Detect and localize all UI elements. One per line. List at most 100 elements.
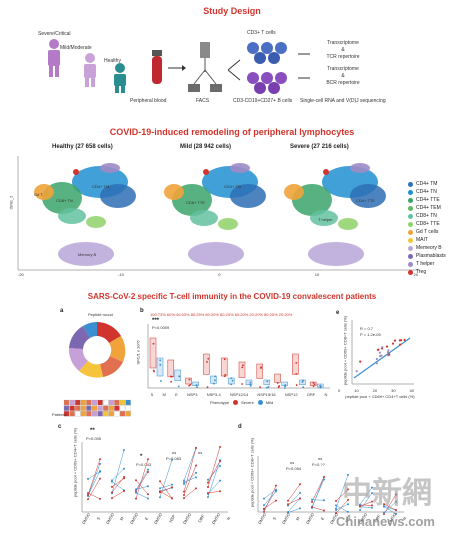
- paired-point: [263, 497, 265, 500]
- paired-point: [299, 491, 301, 494]
- paired-point: [347, 503, 349, 506]
- scatter-point: [375, 357, 378, 361]
- cluster-label-gdt: Gd T: [34, 192, 43, 197]
- paired-point: [395, 493, 397, 496]
- mild-point: [249, 384, 252, 387]
- mild-point: [302, 379, 304, 382]
- severe-point: [188, 378, 191, 381]
- umap-severe-panel: [284, 163, 386, 266]
- heatmap-cell: [125, 411, 131, 417]
- mild-point: [249, 383, 252, 386]
- heatmap-cell: [108, 405, 114, 411]
- paired-point: [111, 480, 113, 483]
- paired-point: [111, 479, 113, 482]
- cluster-label-cd8tn: CD8+ TN: [56, 198, 73, 203]
- paired-point: [383, 503, 385, 506]
- heatmap-cell: [114, 399, 120, 406]
- paired-point: [383, 511, 385, 514]
- paired-xcat: E: [319, 516, 325, 521]
- heatmap-cell: [119, 405, 126, 411]
- paired-point: [347, 498, 349, 501]
- paired-line: [159, 484, 173, 489]
- paired-line: [207, 446, 221, 488]
- paired-point: [275, 488, 277, 491]
- severe-point: [276, 382, 279, 384]
- paired-point: [347, 510, 349, 513]
- paired-point: [159, 491, 161, 494]
- paired-point: [183, 481, 185, 484]
- panel-d-ylabel: peptide pool + CD69+ CD8+T cells (%): [249, 437, 255, 508]
- paired-line: [135, 471, 149, 492]
- mild-point: [266, 380, 269, 383]
- paired-point: [207, 491, 209, 494]
- bcr-output: Transcriptome & BCR repertoire: [326, 66, 360, 86]
- paired-point: [219, 479, 221, 482]
- paired-point: [147, 497, 149, 500]
- paired-line: [87, 492, 101, 500]
- severe-point: [189, 383, 192, 386]
- paired-point: [299, 483, 301, 486]
- paired-point: [275, 484, 277, 487]
- paired-point: [263, 507, 265, 510]
- paired-line: [207, 460, 221, 498]
- mild-point: [301, 381, 304, 383]
- umap-legend-item: CD4+ TM: [408, 180, 446, 188]
- paired-line: [183, 447, 197, 492]
- scatter-point: [378, 351, 381, 354]
- scatter-point: [398, 339, 401, 342]
- severe-point: [312, 381, 315, 384]
- paired-point: [195, 464, 197, 467]
- paired-point: [323, 478, 325, 481]
- paired-point: [207, 481, 209, 484]
- paired-point: [311, 505, 313, 508]
- paired-point: [371, 506, 373, 509]
- paired-point: [287, 511, 289, 514]
- paired-point: [335, 504, 337, 507]
- panel-e-p: P = 1.2e-05: [360, 332, 381, 337]
- paired-xcat: S: [271, 516, 277, 521]
- paired-point: [123, 476, 125, 479]
- paired-point: [347, 488, 349, 491]
- mild-point: [159, 363, 162, 366]
- panel-b-xcat: NSP15/16: [257, 392, 276, 397]
- umap-legend-item: CD4+ TN: [408, 188, 446, 196]
- paired-line: [311, 506, 325, 511]
- paired-line: [159, 491, 173, 499]
- paired-point: [183, 493, 185, 496]
- blood-tube-icon: [152, 50, 162, 84]
- paired-line: [87, 470, 101, 496]
- t-cells-label: CD3+ T cells: [247, 30, 276, 36]
- paired-point: [219, 490, 221, 493]
- severe-box: [220, 357, 228, 377]
- mild-point: [302, 386, 305, 389]
- paired-point: [207, 478, 209, 481]
- paired-line: [311, 476, 325, 503]
- panel-c-stat1: **: [90, 428, 95, 434]
- paired-point: [395, 512, 397, 515]
- severe-point: [223, 358, 226, 361]
- paired-point: [335, 499, 337, 502]
- heatmap-cell: [119, 411, 126, 417]
- paired-line: [359, 506, 373, 508]
- legend-label: CD4+ TN: [416, 189, 437, 195]
- paired-point: [311, 500, 313, 503]
- paired-point: [359, 503, 361, 506]
- mild-point: [196, 386, 198, 389]
- scatter-point: [393, 339, 397, 342]
- severe-box: [292, 353, 299, 375]
- cluster-label-memoryb: Memory B: [78, 252, 97, 257]
- umap-plots: [17, 156, 420, 271]
- branch-arrows-icon: [228, 59, 241, 81]
- severe-point: [278, 385, 281, 387]
- paired-point: [123, 449, 125, 452]
- paired-line: [159, 487, 173, 493]
- mild-point: [319, 386, 322, 389]
- paired-point: [359, 509, 361, 512]
- umap-legend-item: CD4+ TTE: [408, 196, 446, 204]
- severe-point: [313, 383, 316, 386]
- paired-line: [111, 490, 125, 499]
- paired-line: [111, 481, 125, 491]
- paired-point: [87, 498, 89, 501]
- scatter-point: [387, 349, 390, 352]
- panel-c-xcats: DMSO S DMSO M DMSO E DMSO NSP DMSO ORF DMSO N: [78, 512, 232, 525]
